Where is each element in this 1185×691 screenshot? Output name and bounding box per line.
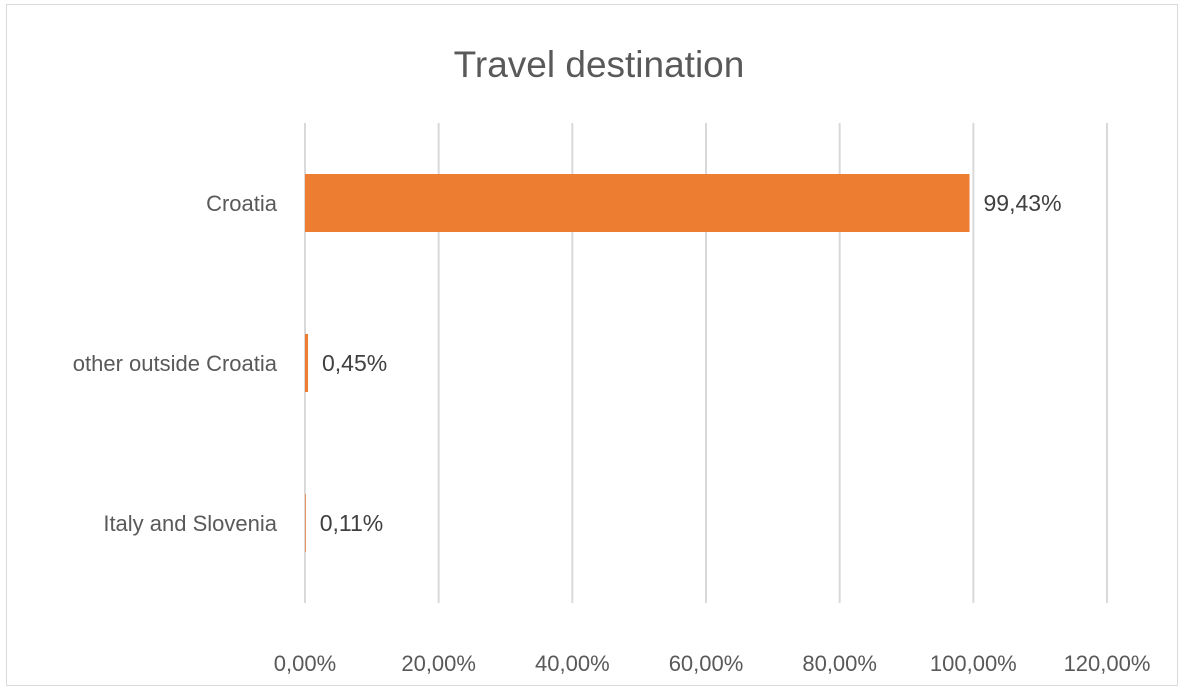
bar <box>305 494 306 552</box>
y-axis: Croatia other outside Croatia Italy and Sl… <box>73 191 278 536</box>
category-label: other outside Croatia <box>73 351 278 376</box>
x-tick-label: 60,00% <box>669 651 744 676</box>
category-label: Croatia <box>206 191 278 216</box>
x-axis: 0,00% 20,00% 40,00% 60,00% 80,00% 100,00% 120,… <box>274 651 1151 676</box>
data-labels: 99,43% 0,45% 0,11% <box>320 190 1062 536</box>
x-tick-label: 100,00% <box>930 651 1017 676</box>
x-tick-label: 0,00% <box>274 651 336 676</box>
x-tick-label: 120,00% <box>1064 651 1151 676</box>
bars <box>305 174 970 552</box>
data-label: 99,43% <box>984 190 1062 216</box>
data-label: 0,45% <box>322 350 387 376</box>
data-label: 0,11% <box>320 510 384 536</box>
x-tick-label: 40,00% <box>535 651 610 676</box>
chart-title: Travel destination <box>454 44 745 85</box>
x-tick-label: 80,00% <box>802 651 877 676</box>
x-tick-label: 20,00% <box>401 651 476 676</box>
chart-area: Travel destination 0,00% 20,00% 40,00% 60,0… <box>6 4 1178 686</box>
bar-chart: Travel destination 0,00% 20,00% 40,00% 60,0… <box>73 44 1151 676</box>
bar <box>305 174 970 232</box>
bar <box>305 334 309 392</box>
category-label: Italy and Slovenia <box>103 511 277 536</box>
